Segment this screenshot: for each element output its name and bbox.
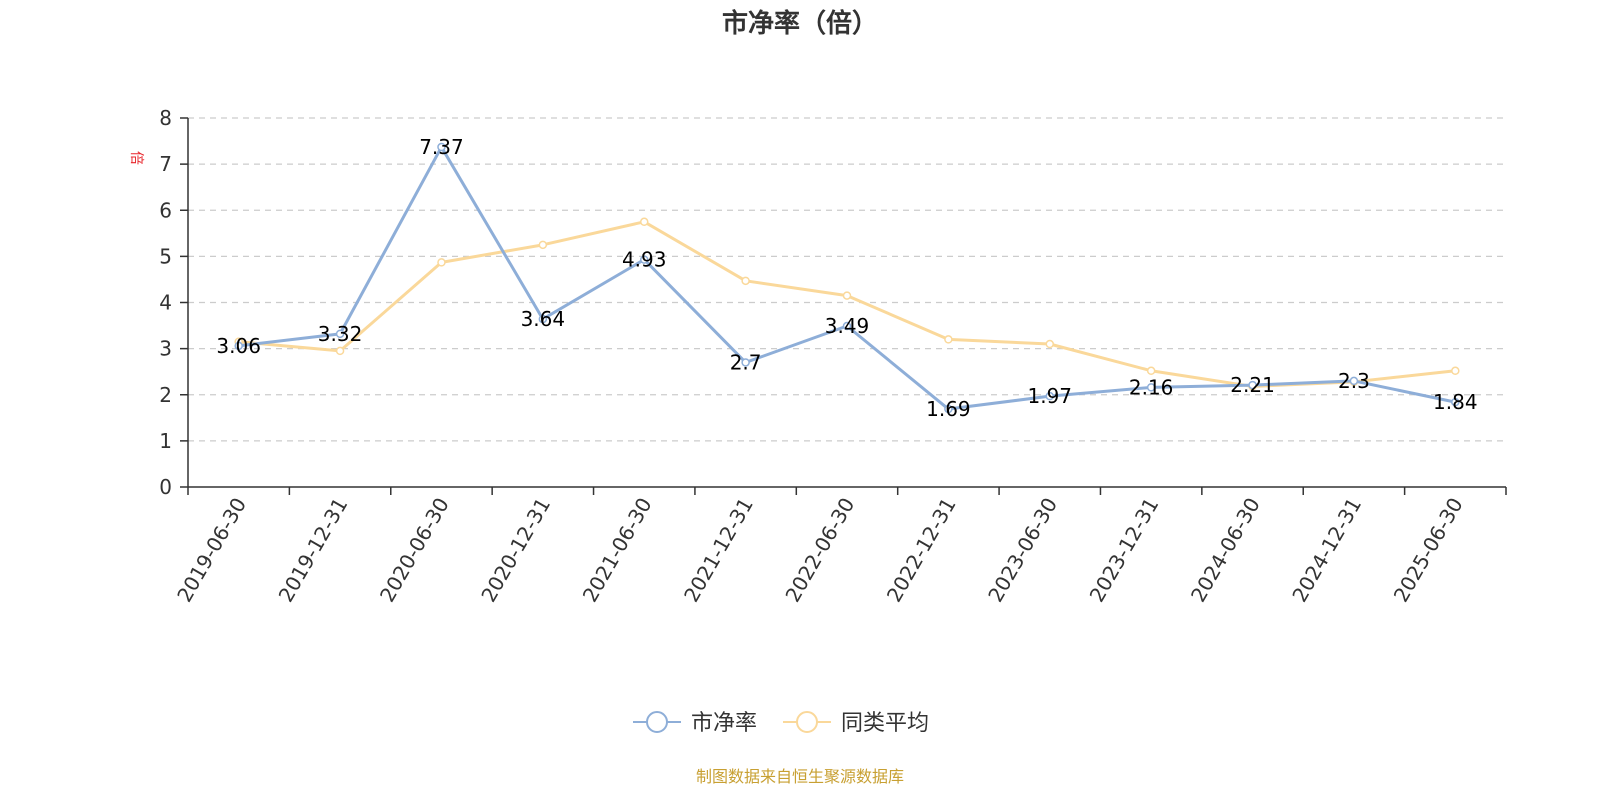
x-tick-label-2: 2020-06-30 (375, 494, 454, 607)
x-tick-label-10: 2024-06-30 (1186, 494, 1265, 607)
source-note: 制图数据来自恒生聚源数据库 (696, 767, 904, 786)
data-label-7: 1.69 (926, 397, 971, 421)
data-label-6: 3.49 (825, 314, 870, 338)
legend-label-1: 同类平均 (841, 711, 929, 736)
data-label-11: 2.3 (1338, 369, 1370, 393)
x-tick-label-4: 2021-06-30 (578, 494, 657, 607)
x-tick-label-9: 2023-12-31 (1085, 494, 1164, 607)
series-1-point-12 (1451, 366, 1460, 376)
series-0 (234, 142, 1460, 414)
series-1-point-2 (437, 258, 446, 267)
series-0-point-6 (842, 321, 852, 331)
data-label-8: 1.97 (1028, 384, 1073, 408)
series-0-point-1 (335, 329, 345, 339)
series-0-point-10 (1248, 380, 1257, 390)
series-0-point-2 (437, 142, 446, 152)
series-0-point-4 (639, 255, 649, 264)
y-tick-label-2: 2 (159, 383, 172, 407)
series-0-point-12 (1451, 397, 1460, 407)
y-tick-label-4: 4 (159, 291, 172, 315)
legend-swatch-marker-0 (646, 711, 668, 733)
y-tick-label-1: 1 (159, 429, 172, 453)
series-0-point-5 (741, 358, 750, 367)
series-1-point-4 (639, 217, 649, 227)
x-tick-label-6: 2022-06-30 (780, 494, 859, 607)
series-0-point-0 (234, 341, 243, 351)
y-tick-label-5: 5 (159, 244, 172, 268)
x-tick-label-11: 2024-12-31 (1287, 494, 1366, 607)
x-axis-ticks: 2019-06-30 2019-12-31 2020-06-30 2020-12-31… (172, 487, 1507, 607)
x-tick-label-5: 2021-12-31 (679, 494, 758, 607)
data-label-0: 3.06 (216, 334, 261, 358)
series-1-point-7 (944, 335, 953, 344)
data-label-9: 2.16 (1129, 375, 1174, 399)
y-tick-label-0: 0 (159, 475, 172, 499)
series-1-point-1 (335, 346, 345, 356)
data-label-3: 3.64 (521, 307, 566, 331)
y-axis-unit-label: 倍 (128, 151, 144, 165)
series-1-point-6 (842, 291, 852, 300)
legend-item-0[interactable]: 市净率 (633, 711, 757, 736)
series-1-point-3 (538, 240, 548, 250)
data-label-1: 3.32 (318, 322, 363, 346)
series-0-point-3 (538, 314, 548, 324)
series-0-point-8 (1045, 391, 1055, 401)
y-tick-label-6: 6 (159, 198, 172, 222)
data-labels: 3.06 3.32 7.37 3.64 4.93 2.7 3.49 1.69 1.97 2.16 2… (216, 135, 1477, 421)
series-0-point-9 (1146, 383, 1156, 392)
series-1-point-9 (1146, 366, 1156, 376)
series-line-0 (238, 145, 1456, 411)
x-tick-label-0: 2019-06-30 (172, 494, 251, 607)
axes (187, 118, 1506, 488)
x-tick-label-1: 2019-12-31 (274, 494, 353, 607)
y-axis-ticks: 0 1 2 3 4 5 6 7 8 (159, 106, 188, 499)
data-label-5: 2.7 (730, 350, 762, 374)
legend-swatch-marker-1 (796, 711, 818, 733)
data-label-10: 2.21 (1230, 373, 1275, 397)
data-label-12: 1.84 (1433, 390, 1478, 414)
x-tick-label-12: 2025-06-30 (1389, 494, 1468, 607)
x-tick-label-3: 2020-12-31 (476, 494, 555, 607)
legend-label-0: 市净率 (691, 711, 757, 736)
y-tick-label-7: 7 (159, 152, 172, 176)
x-tick-label-8: 2023-06-30 (983, 494, 1062, 607)
x-tick-label-7: 2022-12-31 (882, 494, 961, 607)
series-0-point-11 (1349, 376, 1359, 386)
chart-title: 市净率（倍） (722, 8, 878, 39)
series-1-point-8 (1045, 339, 1055, 349)
grid-lines (188, 117, 1506, 442)
y-tick-label-3: 3 (159, 337, 172, 361)
y-tick-label-8: 8 (159, 106, 172, 130)
series-1-point-5 (741, 276, 750, 286)
legend[interactable]: 市净率 同类平均 (633, 711, 929, 736)
series-lines (234, 142, 1460, 414)
data-label-2: 7.37 (419, 135, 464, 159)
series-0-point-7 (944, 404, 953, 414)
series-1 (234, 217, 1460, 391)
data-label-4: 4.93 (622, 248, 667, 272)
series-line-1 (238, 220, 1456, 388)
legend-item-1[interactable]: 同类平均 (783, 711, 929, 736)
